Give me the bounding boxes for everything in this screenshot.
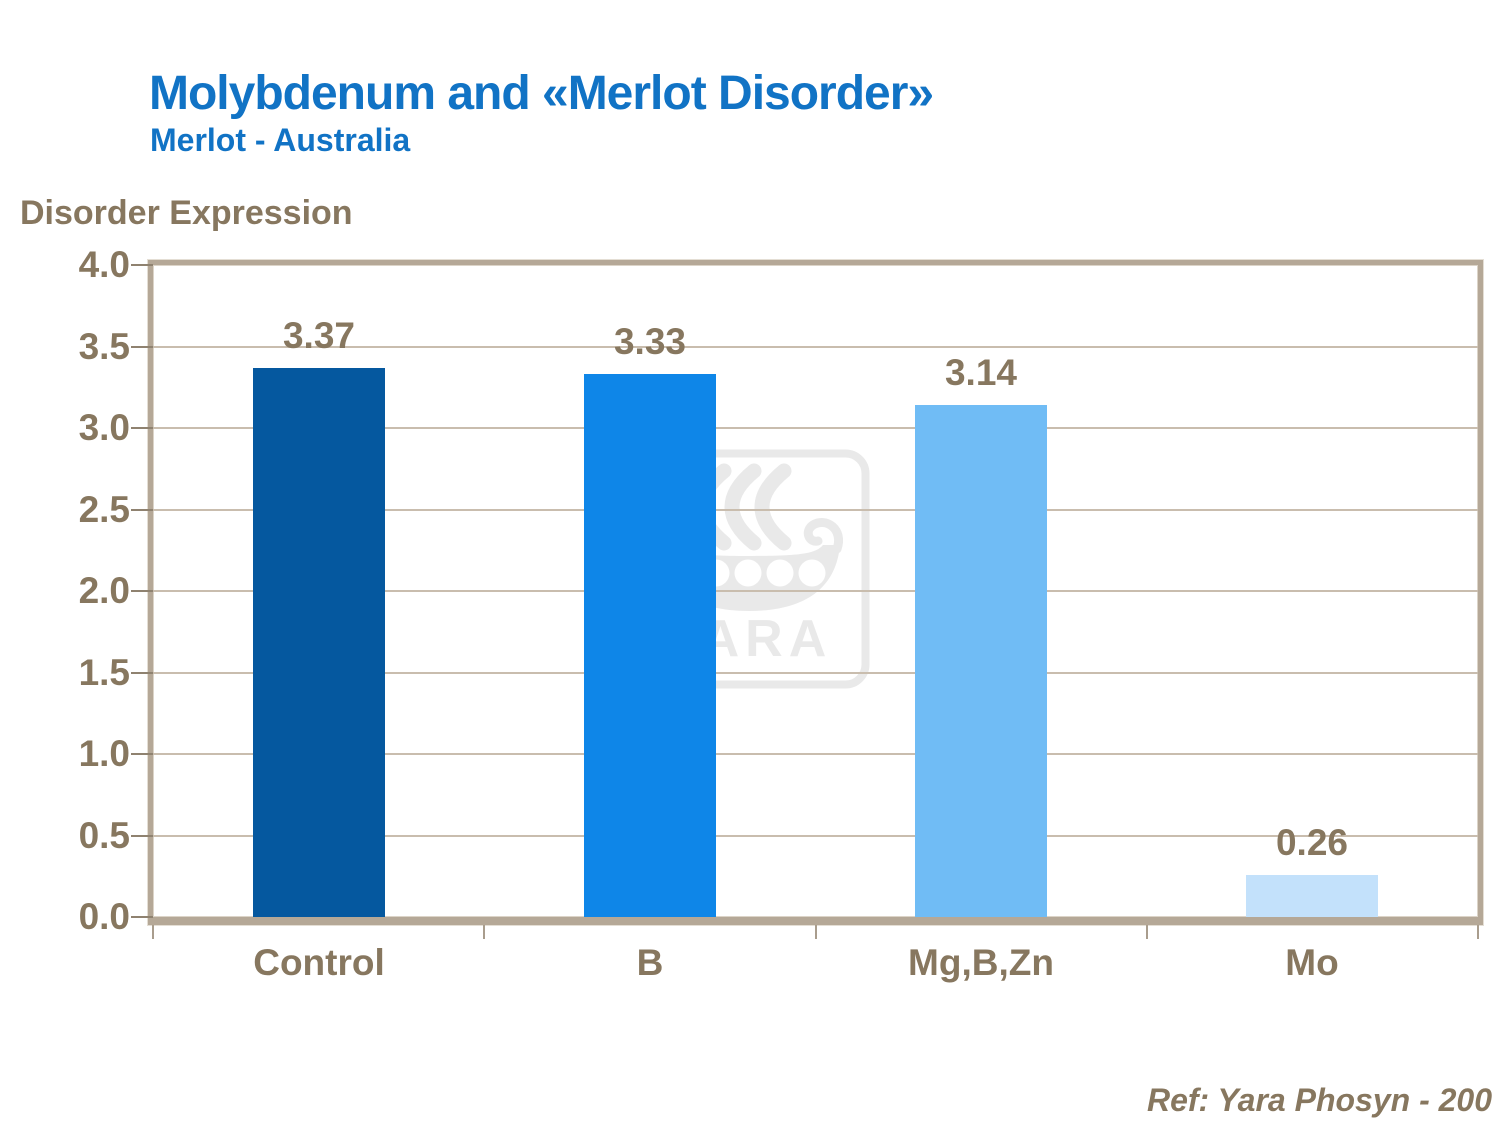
x-tick-mark (152, 925, 154, 939)
gridline (153, 508, 1478, 511)
bar-value-label: 3.33 (613, 321, 686, 362)
y-tick-mark (131, 346, 153, 348)
gridline (153, 671, 1478, 674)
plot-area: YARA (148, 260, 1483, 925)
gridlines (153, 265, 1478, 917)
gridline (153, 834, 1478, 837)
page-title: Molybdenum and «Merlot Disorder» (149, 67, 934, 120)
y-tick-label: 0.0 (78, 896, 130, 937)
y-tick-mark (131, 264, 153, 266)
y-tick-mark (131, 835, 153, 837)
x-category-label: Mg,B,Zn (908, 942, 1054, 983)
page-subtitle: Merlot - Australia (150, 122, 411, 158)
watermark-sail-arc (754, 463, 792, 551)
bars (153, 265, 1478, 917)
gridline (153, 345, 1478, 348)
x-tick-mark (483, 925, 485, 939)
watermark-stern-curl (803, 518, 843, 554)
bar-b (584, 374, 716, 917)
y-tick-mark (131, 672, 153, 674)
x-category-label: Control (253, 942, 385, 983)
y-tick-label: 0.5 (78, 815, 130, 856)
bar-value-label: 3.14 (944, 352, 1017, 393)
x-tick-mark (815, 925, 817, 939)
bar-mo (1246, 875, 1378, 917)
y-tick-label: 1.5 (78, 652, 130, 693)
y-tick-mark (131, 753, 153, 755)
y-tick-label: 3.5 (78, 326, 130, 367)
y-tick-mark (131, 590, 153, 592)
bar-value-label: 3.37 (282, 315, 355, 356)
bar-control (253, 368, 385, 917)
y-tick-label: 2.5 (78, 489, 130, 530)
y-tick-mark (131, 509, 153, 511)
gridline (153, 753, 1478, 755)
y-tick-label: 3.0 (78, 407, 130, 448)
gridline (153, 590, 1478, 592)
y-tick-label: 1.0 (78, 733, 130, 774)
bar-value-label: 0.26 (1275, 822, 1348, 863)
reference-text: Ref: Yara Phosyn - 200 (1146, 1082, 1492, 1118)
x-category-label: B (636, 942, 664, 983)
y-tick-label: 4.0 (78, 244, 130, 285)
y-tick-mark (131, 427, 153, 429)
x-category-label: Mo (1285, 942, 1339, 983)
y-tick-mark (131, 916, 153, 918)
x-tick-mark (1146, 925, 1148, 939)
y-tick-label: 2.0 (78, 570, 130, 611)
bar-mg-b-zn (915, 405, 1047, 917)
watermark-sail-arc (724, 463, 762, 551)
x-tick-mark (1477, 925, 1479, 939)
gridline (153, 427, 1478, 429)
y-axis-title: Disorder Expression (20, 194, 353, 232)
